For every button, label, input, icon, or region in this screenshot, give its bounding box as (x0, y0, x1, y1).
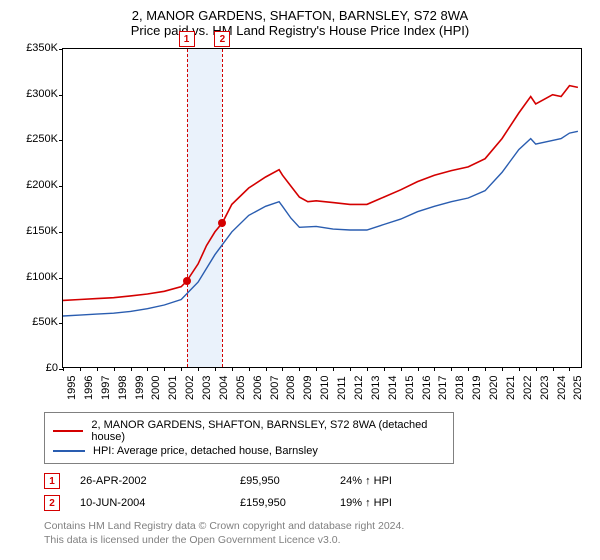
chart-container: 2, MANOR GARDENS, SHAFTON, BARNSLEY, S72… (0, 0, 600, 553)
xtick-label: 1998 (117, 376, 129, 400)
legend: 2, MANOR GARDENS, SHAFTON, BARNSLEY, S72… (44, 412, 454, 464)
ytick-label: £150K (14, 225, 58, 237)
marker-index-badge: 2 (44, 495, 60, 511)
xtick-label: 2016 (421, 376, 433, 400)
marker-flag: 1 (179, 31, 195, 47)
xtick-label: 2002 (184, 376, 196, 400)
xtick-label: 2008 (285, 376, 297, 400)
xtick-label: 2021 (505, 376, 517, 400)
ytick-label: £300K (14, 88, 58, 100)
xtick-label: 2010 (319, 376, 331, 400)
xtick-label: 2020 (488, 376, 500, 400)
title-block: 2, MANOR GARDENS, SHAFTON, BARNSLEY, S72… (14, 8, 586, 38)
xtick-label: 2018 (454, 376, 466, 400)
footer-attribution: Contains HM Land Registry data © Crown c… (44, 520, 586, 547)
marker-index-badge: 1 (44, 473, 60, 489)
xtick-label: 2024 (556, 376, 568, 400)
marker-flag: 2 (214, 31, 230, 47)
xtick-label: 2013 (370, 376, 382, 400)
series-hpi (63, 131, 578, 316)
xtick-label: 2015 (404, 376, 416, 400)
xtick-label: 1997 (100, 376, 112, 400)
ytick-label: £200K (14, 179, 58, 191)
xtick-label: 2000 (150, 376, 162, 400)
title-subtitle: Price paid vs. HM Land Registry's House … (14, 23, 586, 38)
marker-table: 1 26-APR-2002 £95,950 24% ↑ HPI 2 10-JUN… (44, 470, 586, 514)
legend-swatch (53, 430, 83, 432)
marker-row: 1 26-APR-2002 £95,950 24% ↑ HPI (44, 470, 586, 492)
xtick-label: 2014 (387, 376, 399, 400)
chart-area: 12 £0 £50K £100K £150K £200K £250K £300K £350K 1… (14, 44, 586, 400)
xtick-label: 2017 (437, 376, 449, 400)
legend-swatch (53, 450, 85, 452)
marker-row: 2 10-JUN-2004 £159,950 19% ↑ HPI (44, 492, 586, 514)
legend-label: 2, MANOR GARDENS, SHAFTON, BARNSLEY, S72… (91, 419, 445, 443)
footer-line: Contains HM Land Registry data © Crown c… (44, 520, 586, 534)
marker-price: £159,950 (240, 497, 320, 509)
xtick-label: 2023 (539, 376, 551, 400)
xtick-label: 2006 (252, 376, 264, 400)
ytick-label: £100K (14, 271, 58, 283)
marker-diff: 19% ↑ HPI (340, 497, 430, 509)
ytick-label: £50K (14, 316, 58, 328)
xtick-label: 2012 (353, 376, 365, 400)
plot-area: 12 (62, 48, 582, 368)
series-price_paid (63, 86, 578, 301)
xtick-label: 2022 (522, 376, 534, 400)
xtick-label: 1996 (83, 376, 95, 400)
marker-date: 26-APR-2002 (80, 475, 220, 487)
line-series-svg (63, 49, 583, 369)
xtick-label: 2001 (167, 376, 179, 400)
xtick-label: 2007 (269, 376, 281, 400)
marker-price: £95,950 (240, 475, 320, 487)
xtick-label: 2025 (572, 376, 584, 400)
xtick-label: 2009 (302, 376, 314, 400)
xtick-label: 1995 (66, 376, 78, 400)
xtick-label: 2003 (201, 376, 213, 400)
xtick-label: 1999 (134, 376, 146, 400)
marker-date: 10-JUN-2004 (80, 497, 220, 509)
ytick-label: £0 (14, 362, 58, 374)
footer-line: This data is licensed under the Open Gov… (44, 534, 586, 548)
ytick-label: £250K (14, 133, 58, 145)
title-address: 2, MANOR GARDENS, SHAFTON, BARNSLEY, S72… (14, 8, 586, 23)
legend-item: HPI: Average price, detached house, Barn… (53, 444, 445, 458)
xtick-label: 2019 (471, 376, 483, 400)
xtick-label: 2004 (218, 376, 230, 400)
legend-label: HPI: Average price, detached house, Barn… (93, 445, 318, 457)
marker-diff: 24% ↑ HPI (340, 475, 430, 487)
xtick-label: 2005 (235, 376, 247, 400)
xtick-label: 2011 (336, 376, 348, 400)
ytick-label: £350K (14, 42, 58, 54)
legend-item: 2, MANOR GARDENS, SHAFTON, BARNSLEY, S72… (53, 418, 445, 444)
